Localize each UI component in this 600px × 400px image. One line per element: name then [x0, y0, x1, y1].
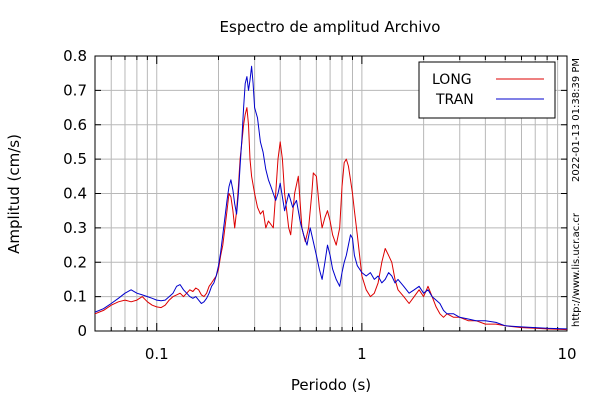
y-tick-label: 0.3 — [63, 219, 87, 237]
x-tick-label: 0.1 — [145, 345, 169, 363]
x-tick-label: 10 — [557, 345, 576, 363]
legend-label-long: LONG — [432, 72, 472, 88]
y-tick-label: 0.6 — [63, 116, 87, 134]
series-line-long — [94, 107, 568, 331]
legend-label-tran: TRAN — [435, 92, 474, 108]
series-lines — [94, 65, 568, 331]
legend: LONG TRAN — [418, 61, 556, 119]
tick-labels: 0 0.1 0.2 0.3 0.4 0.5 0.6 0.7 0.8 0.1 1 10 — [63, 47, 576, 363]
x-tick-label: 1 — [357, 345, 367, 363]
x-axis-label: Periodo (s) — [291, 376, 371, 394]
y-tick-label: 0.1 — [63, 288, 87, 306]
chart-title: Espectro de amplitud Archivo — [220, 18, 441, 36]
axis-ticks — [94, 55, 568, 332]
y-axis-label: Amplitud (cm/s) — [5, 134, 23, 254]
y-tick-label: 0 — [77, 322, 87, 340]
y-tick-label: 0.7 — [63, 81, 87, 99]
legend-box — [418, 61, 556, 119]
grid-lines — [94, 55, 567, 332]
y-tick-label: 0.5 — [63, 150, 87, 168]
website-label: http://www.lis.ucr.ac.cr — [571, 212, 582, 327]
timestamp-label: 2022-01-13 01:38:39 PM — [571, 58, 582, 182]
series-line-tran — [94, 65, 568, 330]
y-tick-label: 0.4 — [63, 185, 87, 203]
y-tick-label: 0.2 — [63, 253, 87, 271]
y-tick-label: 0.8 — [63, 47, 87, 65]
